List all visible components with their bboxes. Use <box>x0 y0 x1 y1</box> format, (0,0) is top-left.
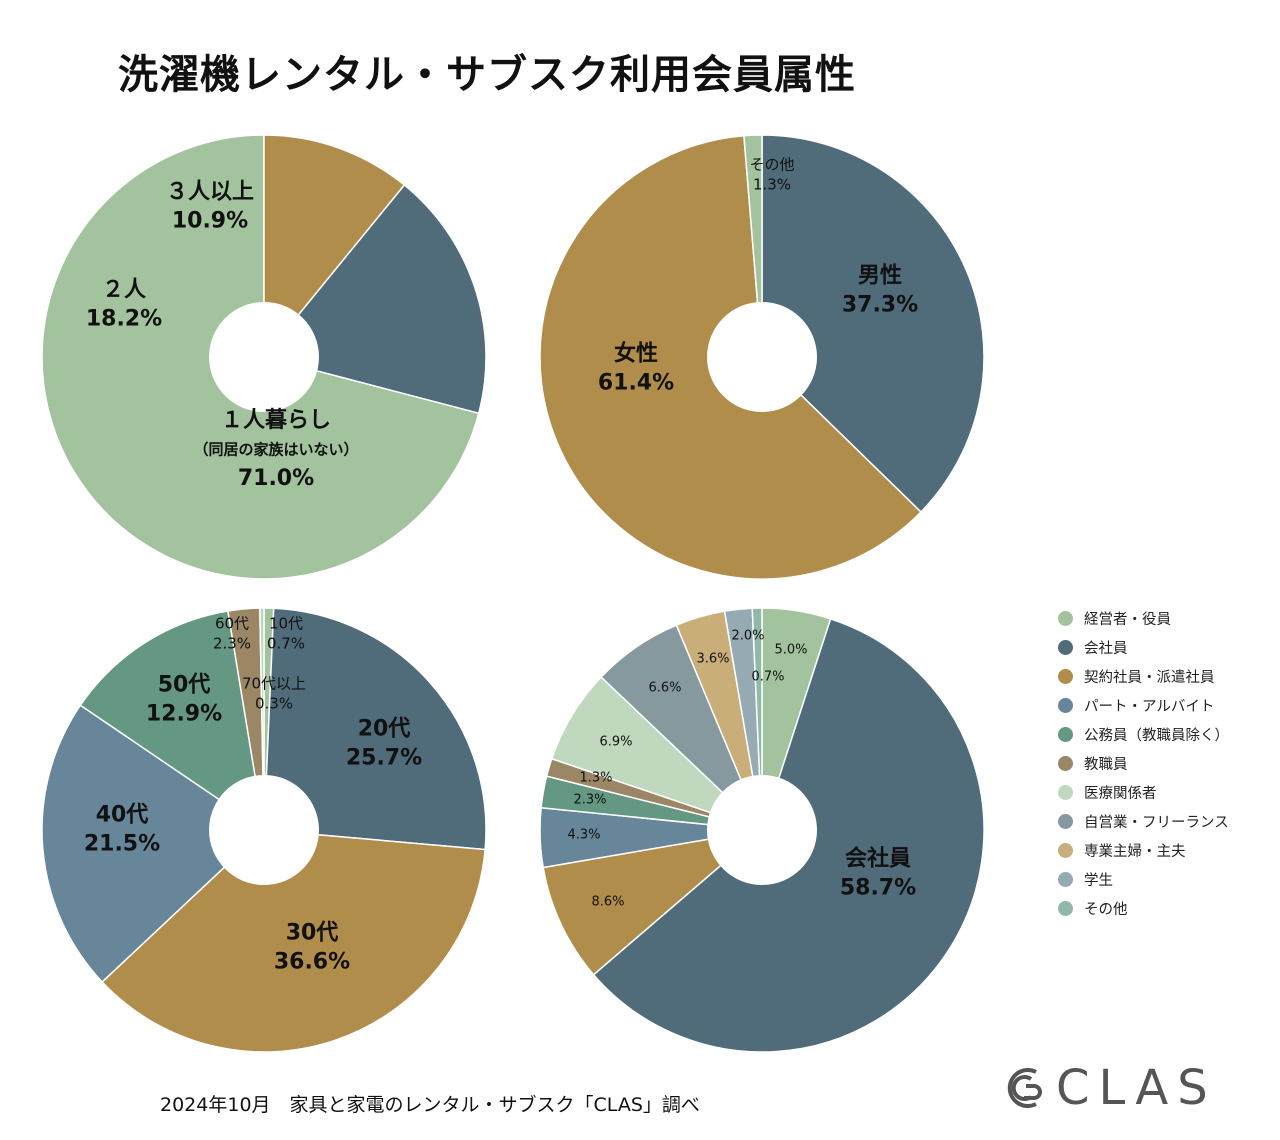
slice-name-label: 男性 <box>858 263 902 288</box>
pie-slice <box>263 134 406 360</box>
slice-value-label: 37.3% <box>842 293 918 318</box>
slice-name-label: 会社員 <box>845 845 911 871</box>
slice-value-label: 10.9% <box>172 209 248 234</box>
legend-swatch <box>1058 785 1073 800</box>
clas-logo-text: CLAS <box>1056 1060 1217 1116</box>
pie-chart-occupation: 5.0% 会社員 58.7% 8.6% 4.3% 2.3% 1.3% 6.9% 6.6% 3.6%… <box>539 607 985 1053</box>
pie-chart-household: １人暮らし （同居の家族はいない） 71.0% ２人 18.2% ３人以上 10.9% <box>41 134 487 580</box>
legend-swatch <box>1058 901 1073 916</box>
pie-slice <box>542 828 765 976</box>
slice-value-label: 71.0% <box>238 466 314 491</box>
legend-label: 学生 <box>1084 873 1113 889</box>
donut-hole <box>707 302 817 412</box>
legend-label: 経営者・役員 <box>1084 612 1171 628</box>
slice-value-label: 61.4% <box>598 371 674 396</box>
source-footer: 2024年10月 家具と家電のレンタル・サブスク「CLAS」調べ <box>160 1094 700 1116</box>
legend-swatch <box>1058 814 1073 829</box>
legend-item: 経営者・役員 <box>1058 604 1229 633</box>
slice-name-label: 10代 <box>269 615 303 633</box>
legend-item: 学生 <box>1058 865 1229 894</box>
legend-swatch <box>1058 640 1073 655</box>
slice-name-label: ３人以上 <box>166 179 254 204</box>
legend-item: 教職員 <box>1058 749 1229 778</box>
slice-value-label: 12.9% <box>146 702 222 727</box>
legend-swatch <box>1058 698 1073 713</box>
slice-value-label: 25.7% <box>346 746 422 771</box>
legend-swatch <box>1058 756 1073 771</box>
legend-item: その他 <box>1058 894 1229 923</box>
slice-value-label: 0.3% <box>255 694 293 712</box>
pie-slice <box>101 829 486 1053</box>
slice-value-label: 6.9% <box>599 735 632 750</box>
legend-label: 契約社員・派遣社員 <box>1084 670 1215 686</box>
slice-value-label: 58.7% <box>840 876 916 901</box>
slice-value-label: 36.6% <box>274 950 350 975</box>
slice-value-label: 2.3% <box>573 793 606 808</box>
legend-label: その他 <box>1084 902 1128 918</box>
slice-name-label: １人暮らし <box>221 408 331 433</box>
slice-value-label: 3.6% <box>696 652 729 667</box>
pie-slice <box>751 607 763 831</box>
donut-hole <box>209 302 319 412</box>
donut-hole <box>209 775 319 885</box>
donut-hole <box>707 775 817 885</box>
pie-slice <box>259 607 265 831</box>
legend-swatch <box>1058 727 1073 742</box>
pie-slice <box>262 183 487 415</box>
slice-value-label: 4.3% <box>567 828 600 843</box>
occupation-legend: 経営者・役員 会社員契約社員・派遣社員 パート・アルバイト 公務員（教職員除く） 教職員… <box>1058 604 1229 923</box>
clas-logo-icon <box>1007 1068 1042 1108</box>
legend-item: 医療関係者 <box>1058 778 1229 807</box>
legend-label: 自営業・フリーランス <box>1084 815 1229 831</box>
page-title: 洗濯機レンタル・サブスク利用会員属性 <box>118 52 856 98</box>
legend-item: パート・アルバイト <box>1058 691 1229 720</box>
slice-value-label: 0.7% <box>751 670 784 685</box>
legend-label: パート・アルバイト <box>1084 699 1215 715</box>
slice-name-label: 70代以上 <box>242 675 306 693</box>
legend-swatch <box>1058 872 1073 887</box>
slice-name-label: ２人 <box>102 277 146 302</box>
slice-name-label: その他 <box>749 156 794 174</box>
slice-value-label: 5.0% <box>774 643 807 658</box>
legend-item: 契約社員・派遣社員 <box>1058 662 1229 691</box>
slice-value-label: 2.3% <box>213 634 251 652</box>
legend-item: 専業主婦・主夫 <box>1058 836 1229 865</box>
slice-value-label: 2.0% <box>731 629 764 644</box>
legend-label: 専業主婦・主夫 <box>1084 844 1186 860</box>
pie-slice <box>79 610 266 832</box>
legend-swatch <box>1058 611 1073 626</box>
legend-label: 医療関係者 <box>1084 786 1157 802</box>
pie-slice <box>743 134 763 358</box>
slice-value-label: 18.2% <box>86 307 162 332</box>
legend-label: 会社員 <box>1084 641 1128 657</box>
slice-name-label: 50代 <box>158 672 211 697</box>
legend-item: 自営業・フリーランス <box>1058 807 1229 836</box>
pie-slice <box>41 704 266 984</box>
slice-name-label: 20代 <box>358 716 411 741</box>
slice-name-label: 女性 <box>614 340 658 366</box>
clas-logo: CLAS <box>1000 1060 1217 1116</box>
slice-name-label: 40代 <box>96 802 149 827</box>
slice-value-label: 21.5% <box>84 832 160 857</box>
legend-label: 教職員 <box>1084 757 1128 773</box>
slice-value-label: 6.6% <box>648 681 681 696</box>
legend-swatch <box>1058 843 1073 858</box>
pie-slice <box>263 607 487 851</box>
legend-label: 公務員（教職員除く） <box>1084 728 1229 744</box>
slice-value-label: 1.3% <box>579 771 612 786</box>
slice-name-label: 30代 <box>286 920 339 945</box>
legend-swatch <box>1058 669 1073 684</box>
slice-value-label: 8.6% <box>591 895 624 910</box>
pie-slice <box>761 134 985 514</box>
slice-value-label: 1.3% <box>753 175 791 193</box>
slice-name-label: （同居の家族はいない） <box>193 441 358 459</box>
legend-item: 公務員（教職員除く） <box>1058 720 1229 749</box>
slice-name-label: 60代 <box>215 615 249 633</box>
slice-value-label: 0.7% <box>267 634 305 652</box>
legend-item: 会社員 <box>1058 633 1229 662</box>
